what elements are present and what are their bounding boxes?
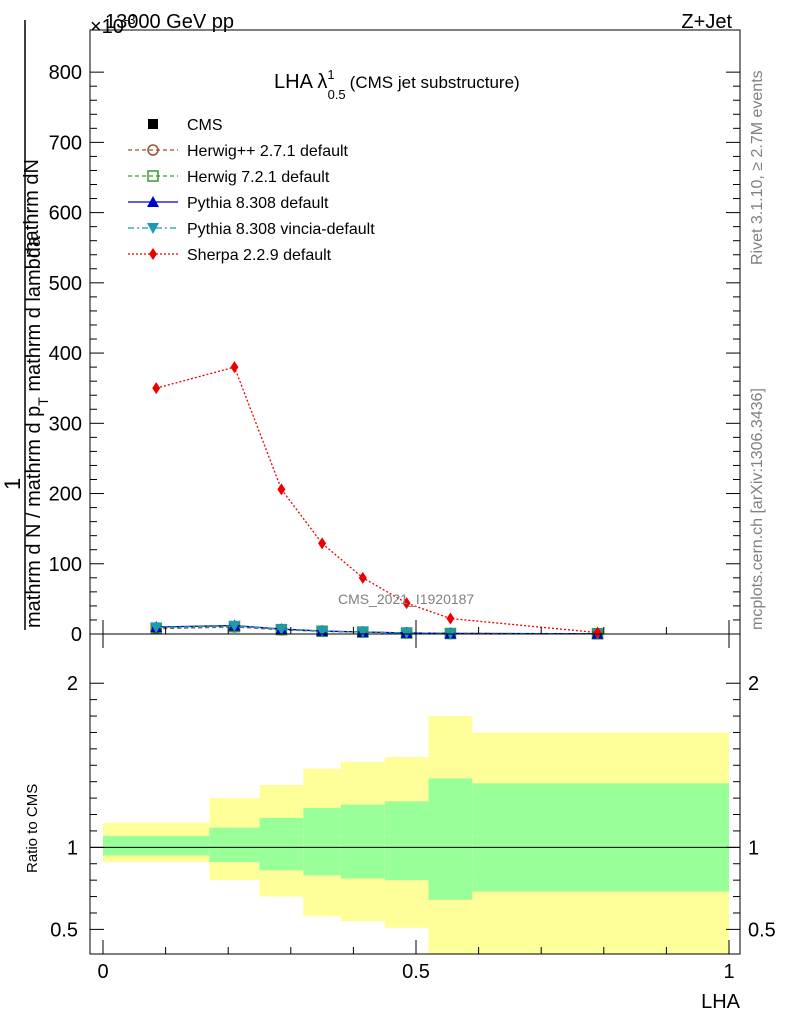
marker-diamond	[230, 361, 239, 374]
marker-diamond	[152, 382, 161, 395]
upper-y-tick-label: 400	[49, 343, 82, 365]
x-tick-label: 0.5	[402, 961, 430, 983]
analysis-watermark: CMS_2021_I1920187	[338, 591, 474, 607]
upper-y-tick-label: 600	[49, 203, 82, 225]
marker-open-circle	[147, 144, 159, 156]
ratio-y-tick-label: 0.5	[50, 919, 78, 941]
series-herwig-2-7-1-default	[150, 621, 604, 640]
marker-triangle-down	[356, 627, 369, 639]
marker-diamond	[358, 571, 367, 584]
ratio-y-tick-label-right: 2	[748, 673, 759, 695]
marker-diamond	[593, 626, 602, 639]
series-herwig-7-2-1-default	[150, 620, 604, 640]
legend-label: Herwig++ 2.7.1 default	[187, 143, 349, 160]
inner-band	[340, 804, 385, 879]
x-tick-label: 1	[723, 961, 734, 983]
upper-series-group	[150, 361, 604, 640]
process-label: Z+Jet	[681, 11, 732, 33]
upper-y-tick-label: 200	[49, 484, 82, 506]
legend-label: CMS	[187, 117, 223, 134]
legend-item: Herwig++ 2.7.1 default	[128, 143, 349, 160]
inner-band	[428, 778, 473, 900]
upper-y-tick-label: 700	[49, 132, 82, 154]
legend-label: Sherpa 2.2.9 default	[187, 247, 332, 264]
marker-open-square	[147, 170, 159, 182]
ratio-y-tick-label: 1	[67, 837, 78, 859]
ylabel-numerator: mathrm dN	[21, 159, 43, 258]
legend-label: Pythia 8.308 vincia-default	[187, 221, 375, 238]
marker-triangle-down	[316, 626, 329, 638]
upper-y-tick-label: 300	[49, 413, 82, 435]
marker-diamond	[402, 597, 411, 610]
ratio-y-tick-label-right: 0.5	[748, 919, 776, 941]
marker-triangle-down	[228, 620, 241, 632]
inner-band	[472, 783, 729, 892]
upper-y-tick-label: 500	[49, 273, 82, 295]
series-line	[156, 625, 598, 635]
series-sherpa-2-2-9-default	[152, 361, 602, 639]
marker-square	[148, 119, 158, 129]
ratio-ylabel: Ratio to CMS	[24, 784, 41, 873]
marker-triangle-up	[147, 196, 159, 207]
series-pythia-8-308-vincia-default	[150, 620, 604, 640]
marker-triangle-down	[147, 223, 159, 234]
ratio-plot-frame	[89, 633, 741, 955]
upper-y-tick-label: 0	[71, 624, 82, 646]
legend-item: CMS	[148, 117, 223, 134]
marker-diamond	[149, 248, 157, 260]
legend-label: Herwig 7.2.1 default	[187, 169, 330, 186]
legend-item: Sherpa 2.2.9 default	[128, 247, 332, 264]
scale-exponent: -3	[124, 12, 136, 27]
marker-diamond	[446, 612, 455, 625]
beam-label: 13000 GeV pp	[105, 11, 234, 33]
series-cms	[151, 621, 603, 639]
mcplots-info: mcplots.cern.ch [arXiv:1306.3436]	[749, 388, 766, 630]
inner-band	[259, 817, 304, 871]
ratio-ticks: 0.5 0.5 1 1 2 2 0 0.5 1	[50, 627, 776, 983]
rivet-info: Rivet 3.1.10, ≥ 2.7M events	[749, 70, 766, 265]
legend-item: Pythia 8.308 default	[128, 195, 329, 212]
marker-triangle-down	[400, 627, 413, 639]
chart-title: LHA λ1 0.5(CMS jet substructure)	[274, 67, 520, 102]
upper-y-tick-label: 800	[49, 62, 82, 84]
ratio-bands	[90, 716, 740, 954]
x-tick-label: 0	[97, 961, 108, 983]
marker-diamond	[318, 537, 327, 550]
inner-band	[103, 835, 210, 856]
upper-y-ticks: 0 100 200 300 400 500 600 700 800	[49, 62, 740, 646]
legend-item: Herwig 7.2.1 default	[128, 169, 330, 186]
inner-band	[209, 827, 260, 863]
marker-diamond	[277, 483, 286, 496]
upper-ylabel: 1 mathrm dN mathrm d N / mathrm d pT mat…	[0, 20, 51, 630]
legend-label: Pythia 8.308 default	[187, 195, 329, 212]
upper-y-tick-label: 100	[49, 554, 82, 576]
marker-triangle-down	[150, 622, 163, 634]
series-pythia-8-308-default	[150, 619, 604, 639]
x-axis-label: LHA	[701, 991, 741, 1013]
ylabel-one: 1	[0, 478, 25, 490]
legend: CMS Herwig++ 2.7.1 default Herwig 7.2.1 de…	[128, 117, 375, 264]
scale-label: ×10-3	[90, 12, 136, 38]
inner-band	[303, 807, 341, 876]
inner-band	[384, 801, 429, 881]
ylabel-denominator: mathrm d N / mathrm d pT mathrm d lambda	[23, 235, 51, 628]
ratio-y-tick-label: 2	[67, 673, 78, 695]
legend-item: Pythia 8.308 vincia-default	[128, 221, 375, 238]
ratio-y-tick-label-right: 1	[748, 837, 759, 859]
marker-triangle-down	[275, 624, 288, 636]
